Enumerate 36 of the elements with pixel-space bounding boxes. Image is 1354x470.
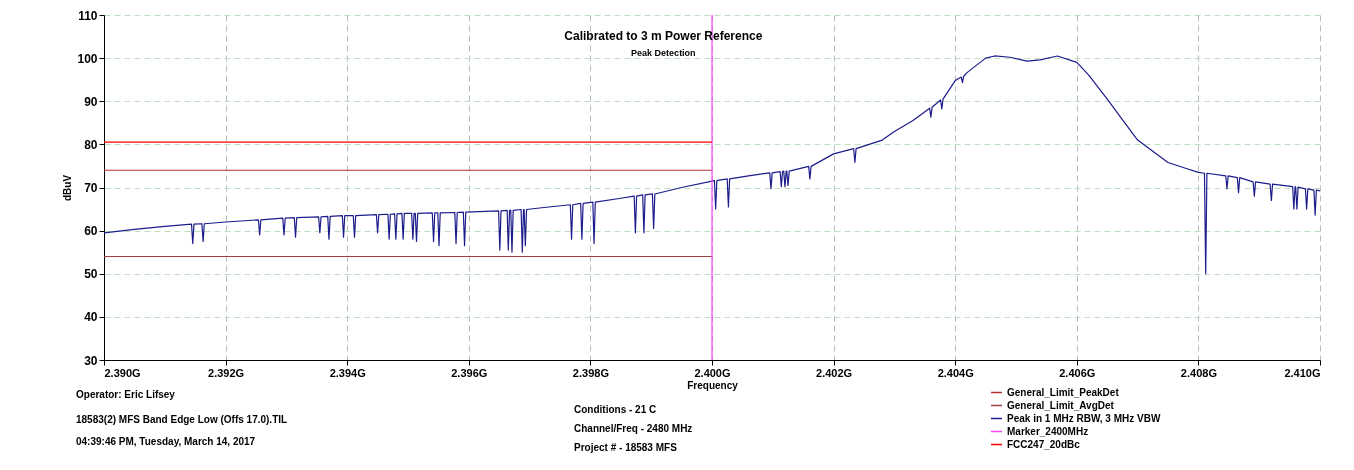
- x-tick-label: 2.396G: [451, 366, 488, 379]
- x-tick-label: 2.400G: [694, 366, 731, 379]
- text: Project # - 18583 MFS: [574, 442, 678, 453]
- y-tick-label: 70: [84, 181, 98, 195]
- text: 18583(2) MFS Band Edge Low (Offs 17.0).TIL: [76, 414, 288, 425]
- legend-label: FCC247_20dBc: [1007, 438, 1081, 450]
- y-axis-title: dBuV: [62, 174, 74, 202]
- y-tick-label: 110: [78, 8, 98, 23]
- x-tick-label: 2.398G: [572, 366, 609, 379]
- x-tick-label: 2.402G: [816, 366, 853, 379]
- text: Channel/Freq - 2480 MHz: [574, 423, 693, 434]
- y-tick-label: 40: [84, 310, 98, 325]
- text: Peak Detection: [631, 48, 696, 58]
- y-tick-label: 60: [84, 224, 98, 239]
- y-tick-label: 100: [77, 51, 98, 66]
- text: 04:39:46 PM, Tuesday, March 14, 2017: [76, 436, 256, 447]
- y-tick-label: 50: [84, 267, 98, 282]
- x-tick-label: 2.394G: [329, 366, 366, 379]
- x-tick-label: 2.406G: [1059, 366, 1096, 379]
- x-tick-label: 2.408G: [1180, 366, 1217, 379]
- legend-label: Marker_2400MHz: [1007, 425, 1089, 437]
- y-tick-label: 30: [84, 353, 98, 368]
- x-axis-title: Frequency: [687, 379, 739, 391]
- x-tick-label: 2.392G: [208, 366, 245, 379]
- y-tick-label: 90: [84, 94, 98, 109]
- legend-label: Peak in 1 MHz RBW, 3 MHz VBW: [1007, 412, 1161, 424]
- x-tick-label: 2.404G: [937, 366, 974, 379]
- legend-label: General_Limit_PeakDet: [1007, 386, 1120, 398]
- line-series: [104, 55, 1320, 275]
- y-tick-label: 80: [84, 137, 98, 152]
- text: Operator: Eric Lifsey: [76, 389, 176, 400]
- x-tick-label: 2.390G: [104, 366, 141, 379]
- x-tick-label: 2.410G: [1284, 366, 1321, 379]
- text: Calibrated to 3 m Power Reference: [564, 29, 763, 43]
- legend-label: General_Limit_AvgDet: [1007, 399, 1115, 411]
- text: Conditions - 21 C: [574, 404, 657, 415]
